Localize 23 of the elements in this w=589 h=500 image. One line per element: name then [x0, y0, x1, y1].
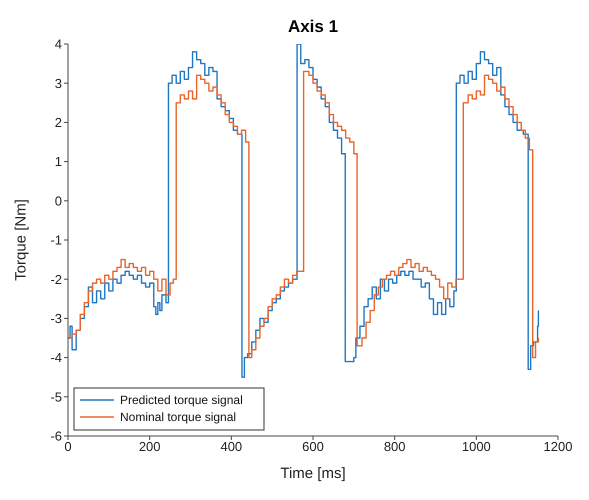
y-tick-label: 0	[54, 193, 62, 208]
y-tick-label: 1	[54, 154, 62, 170]
x-tick-label: 400	[220, 439, 242, 454]
y-tick-label: -2	[50, 272, 62, 287]
legend-label: Nominal torque signal	[120, 410, 236, 424]
y-tick-label: 4	[54, 36, 62, 52]
x-axis-title: Time [ms]	[280, 465, 346, 482]
x-tick-label: 800	[384, 439, 406, 454]
chart-title: Axis 1	[288, 17, 338, 36]
x-tick-label: 600	[302, 439, 324, 454]
y-tick-label: 3	[54, 76, 62, 91]
y-tick-label: -3	[50, 311, 62, 326]
y-axis-title: Torque [Nm]	[12, 199, 30, 281]
y-tick-label: -5	[50, 389, 62, 404]
x-tick-label: 1000	[462, 439, 491, 454]
y-tick-label: 2	[54, 115, 62, 130]
y-tick-label: -6	[50, 428, 62, 444]
y-tick-label: -4	[50, 350, 62, 366]
y-tick-label: -1	[50, 232, 62, 248]
x-tick-label: 0	[64, 439, 72, 454]
x-tick-label: 1200	[544, 439, 572, 454]
x-tick-label: 200	[138, 439, 161, 454]
legend-label: Predicted torque signal	[120, 393, 243, 407]
